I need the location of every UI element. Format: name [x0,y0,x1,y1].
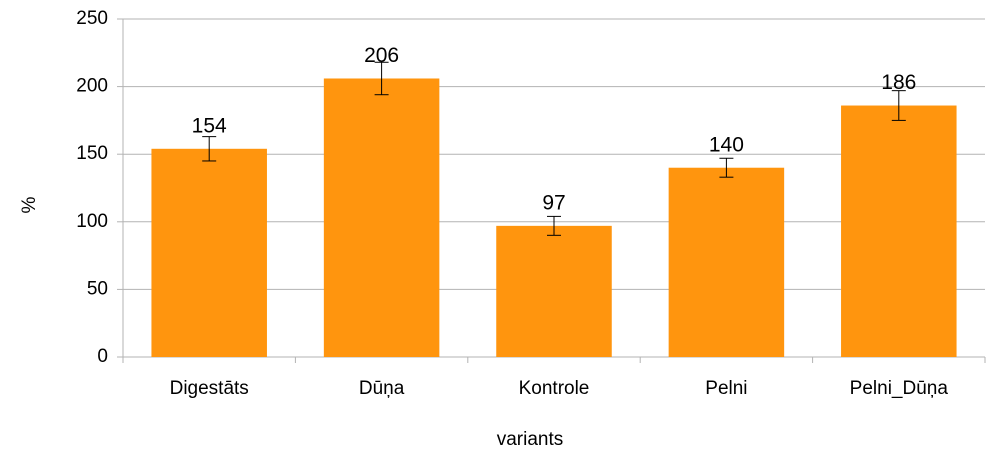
data-label: 206 [364,44,399,67]
y-tick-label: 0 [97,346,108,367]
bar [151,148,267,357]
bar [668,167,785,357]
data-label: 140 [709,133,744,156]
x-axis-label: variants [497,429,564,450]
data-label: 97 [542,191,565,214]
data-label: 186 [881,71,916,94]
y-tick-label: 100 [76,211,108,232]
bar [496,225,612,357]
x-tick-label: Pelni_Dūņa [850,378,949,399]
x-tick-label: Digestāts [170,378,249,399]
x-tick-label: Pelni [705,378,747,399]
y-axis-label: % [19,196,40,213]
bar [323,78,440,357]
error-bar [719,157,734,178]
x-tick-label: Dūņa [359,378,405,399]
error-bar [374,61,389,96]
y-tick-label: 150 [76,143,108,164]
y-tick-label: 50 [87,278,108,299]
y-tick-label: 200 [76,76,108,97]
error-bar [547,215,561,236]
error-bar [891,90,906,121]
bar [841,105,957,357]
error-bar [202,136,217,162]
data-label: 154 [192,114,227,137]
y-tick-label: 250 [76,8,108,29]
x-tick-label: Kontrole [519,378,590,399]
